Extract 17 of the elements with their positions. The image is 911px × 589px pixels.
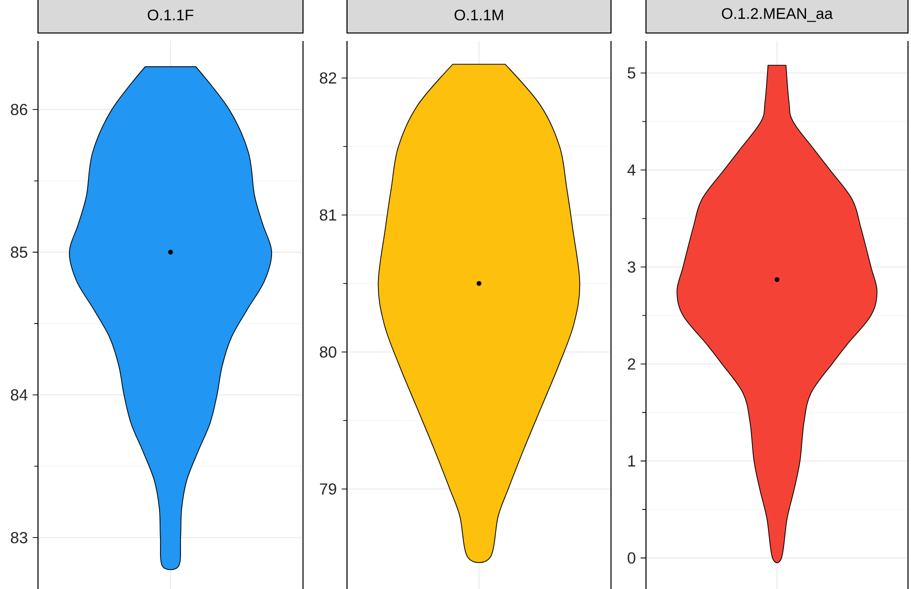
y-tick-label: 1	[628, 455, 636, 466]
y-tick-label: 0	[628, 552, 636, 564]
y-tick-label: 83	[10, 532, 28, 544]
chart-title: O.1.1M	[454, 10, 503, 20]
y-tick-label: 86	[10, 104, 28, 116]
chart-title: O.1.1F	[148, 10, 194, 20]
y-tick-label: 82	[320, 72, 336, 84]
y-tick-label: 81	[320, 209, 336, 221]
y-tick-label: 84	[10, 389, 28, 401]
y-tick-label: 80	[320, 346, 336, 358]
y-tick-label: 79	[320, 483, 336, 495]
y-tick-label: 4	[627, 164, 636, 176]
y-tick-label: 85	[10, 246, 28, 258]
chart-title: O.1.2.MEAN_aa	[722, 8, 833, 22]
y-tick-label: 2	[628, 358, 636, 370]
y-tick-label: 3	[628, 261, 636, 273]
y-tick-label: 5	[628, 67, 636, 79]
